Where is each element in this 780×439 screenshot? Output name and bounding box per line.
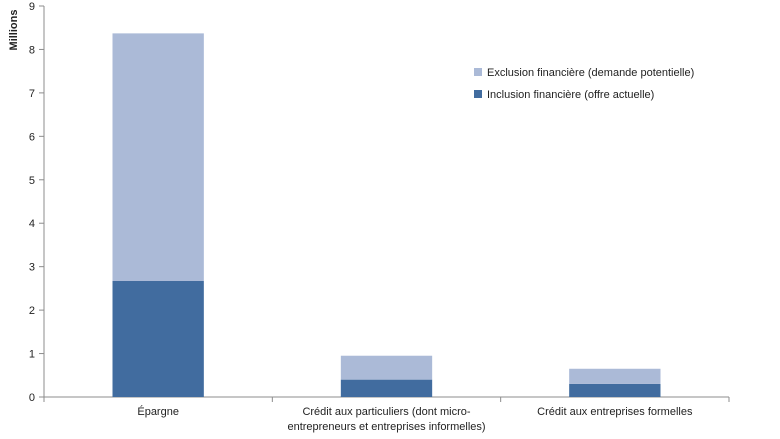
legend-label: Exclusion financière (demande potentiell… xyxy=(487,67,694,79)
y-tick-label: 3 xyxy=(29,262,35,274)
y-tick-label: 7 xyxy=(29,88,35,100)
y-axis: 0 1 2 3 4 5 6 7 8 9 xyxy=(29,1,45,404)
x-axis xyxy=(43,396,730,402)
bar-segment xyxy=(112,33,204,282)
legend: Exclusion financière (demande potentiell… xyxy=(474,67,694,101)
bar-segment xyxy=(340,379,433,397)
category-labels: Épargne Crédit aux particuliers (dont mic… xyxy=(137,405,693,433)
y-tick-label: 0 xyxy=(29,392,35,404)
category-label: Crédit aux entreprises formelles xyxy=(537,406,693,418)
legend-swatch xyxy=(474,90,482,98)
category-label: Crédit aux particuliers (dont micro- xyxy=(302,406,470,418)
bar-segment xyxy=(569,383,661,397)
bar-segment xyxy=(569,368,661,384)
bar-segment xyxy=(340,355,433,380)
category-label: Épargne xyxy=(137,405,179,418)
y-tick-label: 9 xyxy=(29,1,35,13)
legend-label: Inclusion financière (offre actuelle) xyxy=(487,89,654,101)
legend-swatch xyxy=(474,68,482,76)
bar-segment xyxy=(112,281,204,397)
y-axis-title: Millions xyxy=(8,10,20,51)
y-tick-label: 2 xyxy=(29,305,35,317)
y-tick-label: 1 xyxy=(29,349,35,361)
bars xyxy=(112,33,661,397)
y-tick-label: 8 xyxy=(29,44,35,56)
y-tick-label: 5 xyxy=(29,175,35,187)
y-tick-label: 6 xyxy=(29,131,35,143)
category-label: entrepreneurs et entreprises informelles… xyxy=(287,421,485,433)
y-tick-label: 4 xyxy=(29,218,35,230)
